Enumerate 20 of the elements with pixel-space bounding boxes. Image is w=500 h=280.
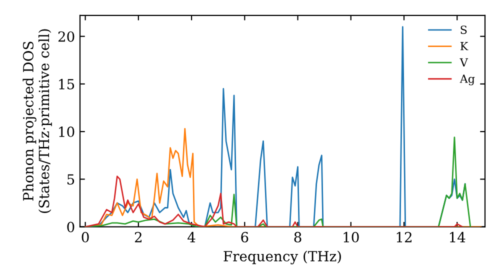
x-tick-label: 12 — [396, 232, 412, 242]
x-tick-label: 0 — [82, 232, 89, 242]
y-tick-label: 5 — [67, 174, 74, 185]
line-series — [84, 176, 464, 227]
x-tick-label: 8 — [294, 232, 302, 242]
y-tick-label: 15 — [59, 78, 74, 90]
x-tick-label: 14 — [450, 232, 466, 242]
x-tick-label: 6 — [241, 232, 248, 242]
x-tick-label: 10 — [344, 232, 359, 242]
x-axis-title: Frequency (THz) — [224, 250, 341, 264]
y-tick-label: 20 — [58, 31, 74, 42]
legend-label: V — [460, 58, 468, 66]
x-tick-label: 2 — [134, 232, 142, 242]
legend-label: S — [460, 26, 467, 34]
y-tick-label: 0 — [67, 222, 74, 232]
legend-label: Ag — [460, 74, 475, 86]
x-tick-label: 4 — [188, 232, 196, 242]
y-tick-label: 10 — [59, 126, 74, 138]
y-axis-title: Phonon projected DOS (States/THz·primitive cell) — [22, 29, 52, 213]
legend-label: K — [460, 42, 468, 50]
